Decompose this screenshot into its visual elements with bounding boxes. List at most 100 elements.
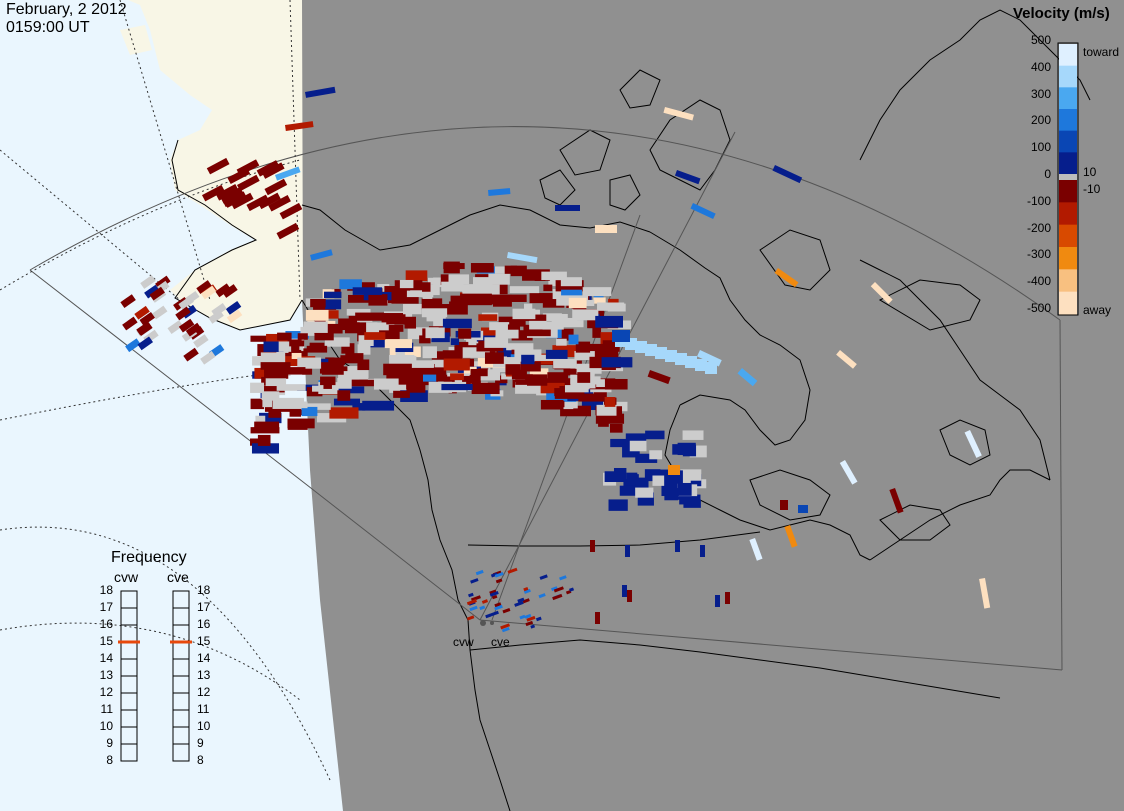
echo-cell [333, 398, 361, 406]
echo-cell [470, 263, 494, 273]
echo-cell [497, 347, 520, 359]
echo-cell [374, 322, 387, 330]
velocity-tick-label: -300 [1026, 247, 1051, 262]
echo-cell [593, 297, 606, 304]
freq-tick-label: 18 [197, 583, 211, 597]
echo-cell [226, 309, 243, 324]
echo-cell [310, 249, 333, 261]
echo-cell [568, 334, 579, 345]
echo-cell [601, 357, 633, 368]
echo-cell [495, 329, 519, 339]
echo-cell [715, 595, 720, 607]
echo-cell [489, 589, 497, 595]
echo-cell [492, 363, 511, 373]
echo-cell [301, 406, 318, 417]
echo-cell [501, 626, 510, 633]
echo-cell [556, 338, 567, 346]
echo-cell [530, 624, 536, 629]
echo-cell [485, 284, 500, 295]
echo-cell [488, 188, 511, 196]
echo-cell [592, 327, 602, 338]
echo-cell [484, 352, 504, 364]
echo-cell [260, 352, 286, 364]
echo-cell [629, 440, 647, 452]
echo-cell [471, 382, 500, 395]
echo-cell [200, 285, 217, 300]
freq-tick-label: 14 [197, 651, 211, 665]
echo-cell [504, 265, 518, 274]
echo-cell [260, 362, 291, 370]
freq-selected-marker-cvw [118, 640, 140, 644]
echo-cell [573, 408, 590, 416]
radar-fov [29, 126, 1063, 671]
freq-tick-label: 15 [197, 634, 211, 648]
velocity-tick-label: 200 [1030, 113, 1051, 128]
echo-cell [200, 350, 216, 365]
echo-cell [236, 159, 260, 176]
echo-cell [524, 613, 532, 619]
echo-cell [304, 86, 336, 98]
echo-cell [287, 418, 308, 430]
echo-cell [276, 384, 306, 391]
echo-cell [409, 363, 435, 375]
echo-cell [341, 343, 355, 354]
echo-cell [979, 578, 991, 609]
echo-cell [257, 434, 271, 446]
echo-cell [364, 332, 386, 340]
echo-cell [541, 271, 567, 281]
echo-cell [582, 287, 612, 297]
away-label: away [1083, 303, 1112, 317]
echo-cell [473, 277, 493, 288]
echo-cell [559, 575, 567, 581]
freq-tick-label: 9 [106, 736, 113, 750]
echo-cell [470, 369, 488, 377]
velocity-tick-neg10: -10 [1083, 182, 1101, 196]
echo-cell [700, 545, 705, 557]
echo-cell [469, 605, 478, 612]
echo-cell [685, 356, 697, 368]
echo-cell [509, 286, 540, 294]
echo-cell [647, 370, 671, 385]
echo-cell [225, 301, 242, 315]
echo-cell [236, 174, 260, 192]
echo-cell [302, 367, 313, 375]
echo-cell [551, 317, 584, 328]
velocity-color-cell [1059, 291, 1077, 315]
site-label-cve: cve [491, 635, 510, 649]
echo-cell [568, 297, 587, 309]
velocity-tick-10: 10 [1083, 165, 1097, 179]
freq-tick-label: 12 [99, 685, 113, 699]
echo-cell [369, 339, 393, 348]
echo-cell [542, 321, 564, 330]
freq-tick-label: 10 [197, 719, 211, 733]
freq-tick-label: 13 [197, 668, 211, 682]
frequency-title: Frequency [111, 549, 187, 566]
freq-tick-label: 17 [197, 600, 211, 614]
echo-cell [604, 378, 628, 390]
echo-cell [441, 383, 473, 391]
echo-cell [254, 421, 280, 429]
echo-cell [570, 379, 596, 389]
velocity-color-cell [1059, 109, 1077, 132]
echo-cell [563, 401, 578, 410]
echo-cell [511, 330, 533, 341]
echo-cell [319, 362, 337, 374]
echo-cell [652, 475, 665, 486]
echo-cell [675, 353, 687, 365]
echo-cell [485, 613, 491, 619]
echo-cell [178, 318, 195, 333]
echo-cell [301, 403, 331, 410]
echo-cell [263, 341, 284, 352]
echo-cell [427, 277, 438, 285]
echo-cell [325, 299, 342, 310]
echo-cell [323, 380, 332, 389]
echo-cell [364, 324, 395, 336]
time-text: 0159:00 UT [6, 19, 90, 36]
echo-cell [675, 540, 680, 552]
echo-cell [358, 335, 374, 347]
echo-cell [774, 268, 799, 288]
echo-cell [870, 282, 893, 304]
echo-cell [330, 357, 345, 365]
echo-cell [442, 350, 471, 359]
echo-cell [314, 329, 334, 341]
